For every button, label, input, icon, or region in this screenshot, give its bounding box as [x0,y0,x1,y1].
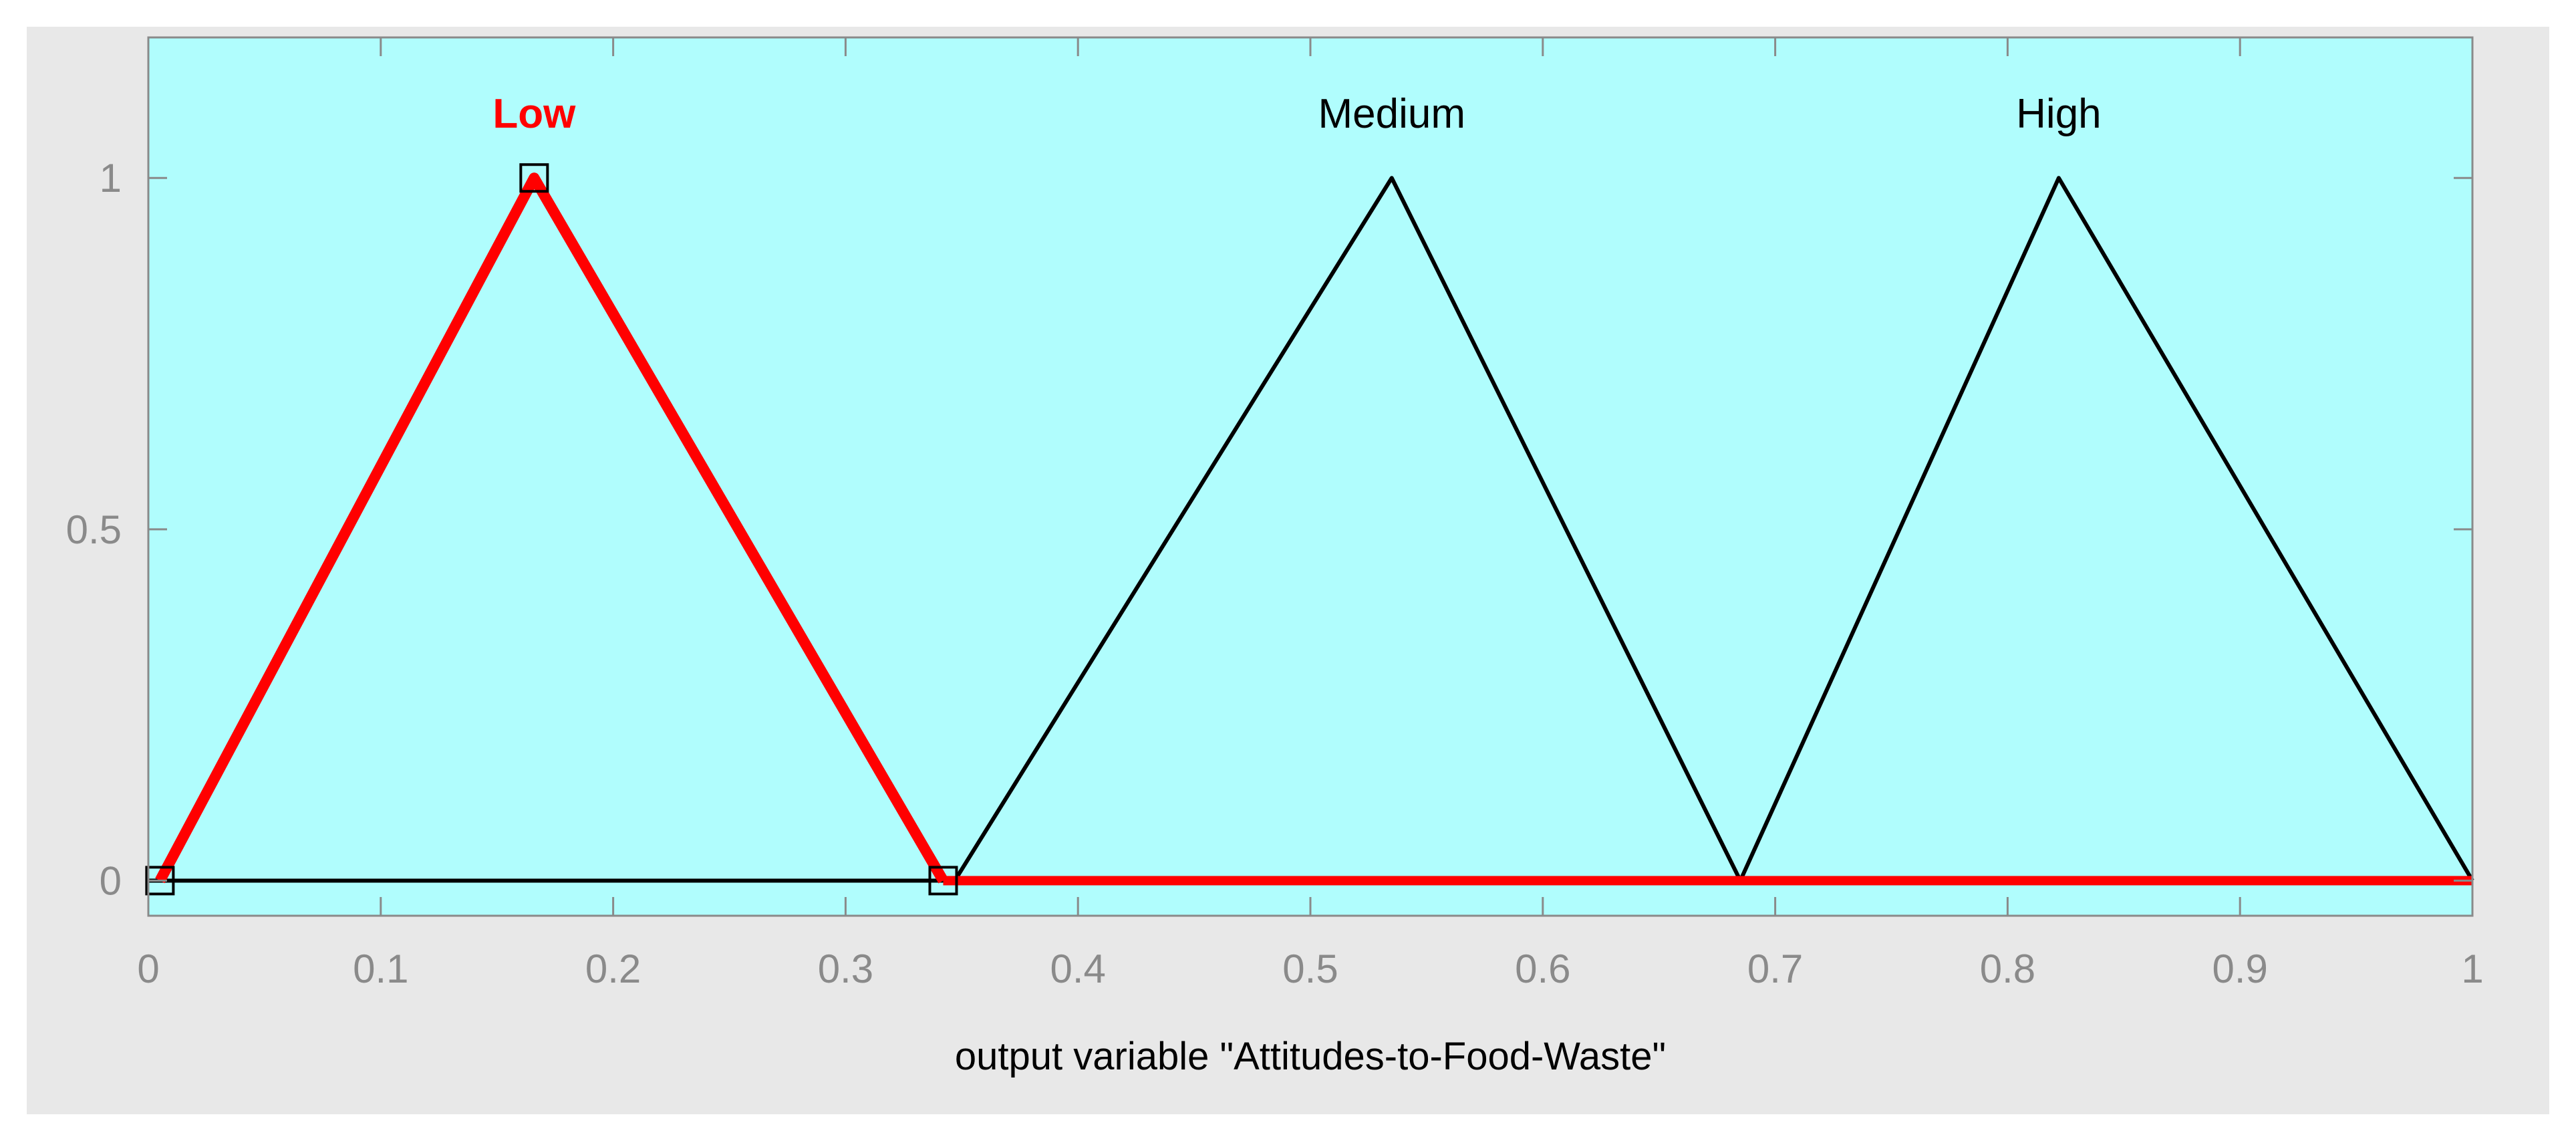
y-tick-label: 0.5 [66,507,122,552]
x-tick-label: 0.6 [1515,946,1570,991]
x-tick-label: 0.7 [1747,946,1803,991]
x-axis-label: output variable "Attitudes-to-Food-Waste… [955,1035,1666,1078]
series-line-low-top [155,172,948,884]
vertex-marker[interactable] [928,866,958,896]
series-labels: Low Medium High [492,91,2101,137]
vertex-marker[interactable] [519,163,549,193]
plot-area [148,37,2472,916]
series-label-low: Low [492,91,576,137]
y-tick-label: 0 [100,858,122,903]
x-tick-label: 0.4 [1050,946,1105,991]
x-tick-label: 0.1 [353,946,408,991]
figure-panel: 0 0.1 0.2 0.3 0.4 0.5 0.6 0.7 0.8 0.9 1 0 0.5 1 Low M… [27,27,2549,1114]
x-tick-label: 0.2 [585,946,641,991]
series-label-high: High [2016,91,2102,137]
series-marks [145,163,2474,896]
y-tick-label: 1 [100,156,122,201]
x-tick-label: 0.8 [1980,946,2035,991]
x-tick-label: 0 [137,946,159,991]
x-tick-label: 0.9 [2212,946,2267,991]
membership-function-chart: 0 0.1 0.2 0.3 0.4 0.5 0.6 0.7 0.8 0.9 1 00.51 Low M… [66,36,2484,1078]
y-axis-ticks: 00.51 [66,156,2472,903]
series-label-medium: Medium [1318,91,1465,137]
x-tick-label: 0.3 [818,946,873,991]
x-tick-label: 0.5 [1282,946,1338,991]
vertex-marker[interactable] [145,866,175,896]
x-axis-ticks: 0 0.1 0.2 0.3 0.4 0.5 0.6 0.7 0.8 0.9 1 [137,37,2484,991]
x-tick-label: 1 [2461,946,2483,991]
